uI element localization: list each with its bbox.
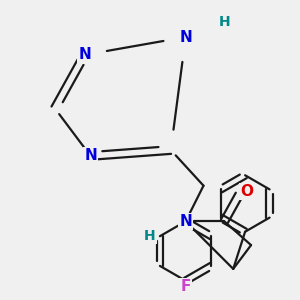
Text: N: N	[78, 47, 91, 62]
Text: H: H	[144, 229, 156, 243]
Text: O: O	[240, 184, 253, 199]
Text: N: N	[179, 30, 192, 45]
Text: N: N	[84, 148, 97, 164]
Text: N: N	[179, 214, 192, 229]
Text: H: H	[218, 15, 230, 29]
Text: F: F	[181, 279, 191, 294]
